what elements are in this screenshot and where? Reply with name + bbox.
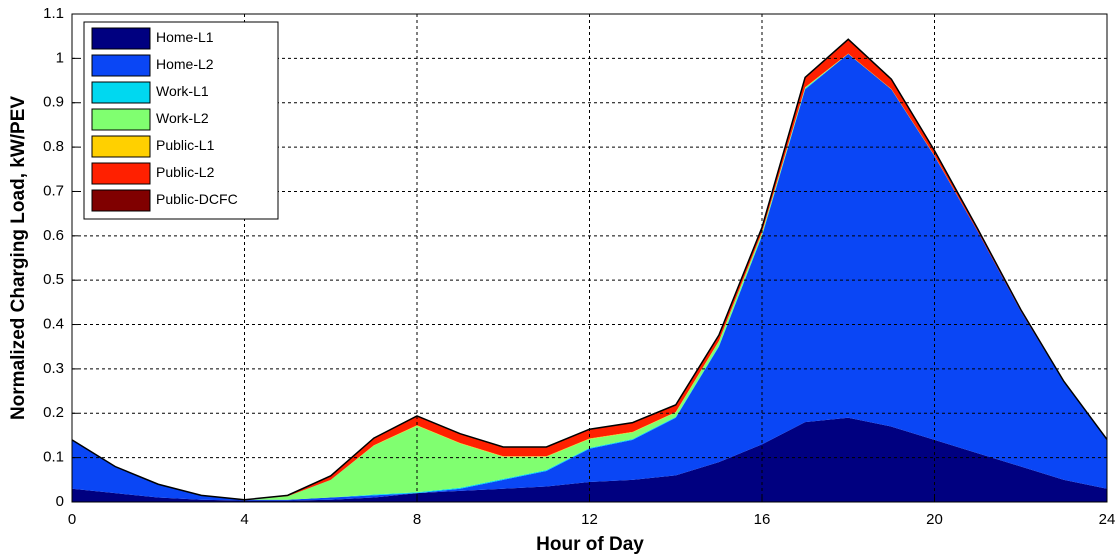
area	[72, 53, 1107, 501]
x-tick-label: 24	[1099, 511, 1116, 528]
y-tick-label: 0.1	[43, 449, 64, 466]
y-tick-label: 0	[56, 493, 64, 510]
x-tick-label: 8	[413, 511, 421, 528]
y-tick-label: 0.5	[43, 271, 64, 288]
x-tick-label: 20	[926, 511, 943, 528]
legend: Home-L1 Home-L2 Work-L1 Work-L2 Public-L1 Pub…	[83, 21, 279, 220]
y-tick-label: 0.2	[43, 404, 64, 421]
area	[72, 417, 1107, 502]
legend-swatch	[91, 162, 151, 185]
y-tick-label: 1	[56, 49, 64, 66]
x-axis-label: Hour of Day	[536, 534, 644, 555]
x-tick-label: 16	[754, 511, 771, 528]
legend-swatch	[91, 81, 151, 104]
legend-label: Public-L2	[156, 164, 215, 180]
legend-swatch	[91, 54, 151, 77]
x-tick-label: 12	[581, 511, 598, 528]
legend-swatch	[91, 135, 151, 158]
legend-label: Home-L1	[156, 29, 214, 45]
y-tick-label: 0.6	[43, 227, 64, 244]
x-tick-label: 4	[240, 511, 248, 528]
y-tick-label: 0.7	[43, 182, 64, 199]
plot-frame	[71, 13, 1108, 503]
y-tick-label: 1.1	[43, 5, 64, 22]
y-tick-label: 0.4	[43, 316, 64, 333]
legend-label: Work-L1	[156, 83, 209, 99]
legend-swatch	[91, 108, 151, 131]
legend-swatch	[91, 27, 151, 50]
y-tick-label: 0.3	[43, 360, 64, 377]
legend-label: Public-DCFC	[156, 191, 238, 207]
legend-swatch	[91, 189, 151, 212]
y-tick-label: 0.8	[43, 138, 64, 155]
legend-label: Work-L2	[156, 110, 209, 126]
legend-label: Home-L2	[156, 56, 214, 72]
x-tick-label: 0	[68, 511, 76, 528]
y-tick-label: 0.9	[43, 94, 64, 111]
legend-label: Public-L1	[156, 137, 215, 153]
y-axis-label: Normalized Charging Load, kW/PEV	[8, 96, 29, 420]
